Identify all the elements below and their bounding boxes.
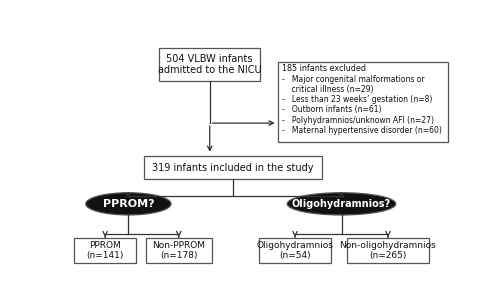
FancyBboxPatch shape	[160, 48, 260, 81]
Text: -   Major congenital malformations or: - Major congenital malformations or	[282, 74, 425, 84]
Text: Oligohydramnios
(n=54): Oligohydramnios (n=54)	[256, 241, 334, 260]
FancyBboxPatch shape	[278, 62, 448, 142]
Text: 504 VLBW infants
admitted to the NICU: 504 VLBW infants admitted to the NICU	[158, 54, 262, 75]
Text: -   Maternal hypertensive disorder (n=60): - Maternal hypertensive disorder (n=60)	[282, 126, 442, 135]
Text: -   Outborn infants (n=61): - Outborn infants (n=61)	[282, 105, 382, 115]
Text: PPROM?: PPROM?	[102, 199, 154, 209]
Text: -   Polyhydramnios/unknown AFI (n=27): - Polyhydramnios/unknown AFI (n=27)	[282, 116, 434, 125]
FancyBboxPatch shape	[259, 238, 331, 263]
Text: Non-PPROM
(n=178): Non-PPROM (n=178)	[152, 241, 206, 260]
Text: Oligohydramnios?: Oligohydramnios?	[292, 199, 391, 209]
FancyBboxPatch shape	[146, 238, 212, 263]
Text: 319 infants included in the study: 319 infants included in the study	[152, 163, 314, 173]
Text: critical illness (n=29): critical illness (n=29)	[282, 85, 374, 94]
Ellipse shape	[287, 193, 396, 215]
Ellipse shape	[86, 193, 171, 215]
Text: PPROM
(n=141): PPROM (n=141)	[86, 241, 124, 260]
FancyBboxPatch shape	[144, 156, 322, 179]
Text: -   Less than 23 weeks’ gestation (n=8): - Less than 23 weeks’ gestation (n=8)	[282, 95, 432, 104]
FancyBboxPatch shape	[348, 238, 428, 263]
Text: 185 infants excluded: 185 infants excluded	[282, 64, 366, 73]
Text: Non-oligohydramnios
(n=265): Non-oligohydramnios (n=265)	[340, 241, 436, 260]
FancyBboxPatch shape	[74, 238, 136, 263]
